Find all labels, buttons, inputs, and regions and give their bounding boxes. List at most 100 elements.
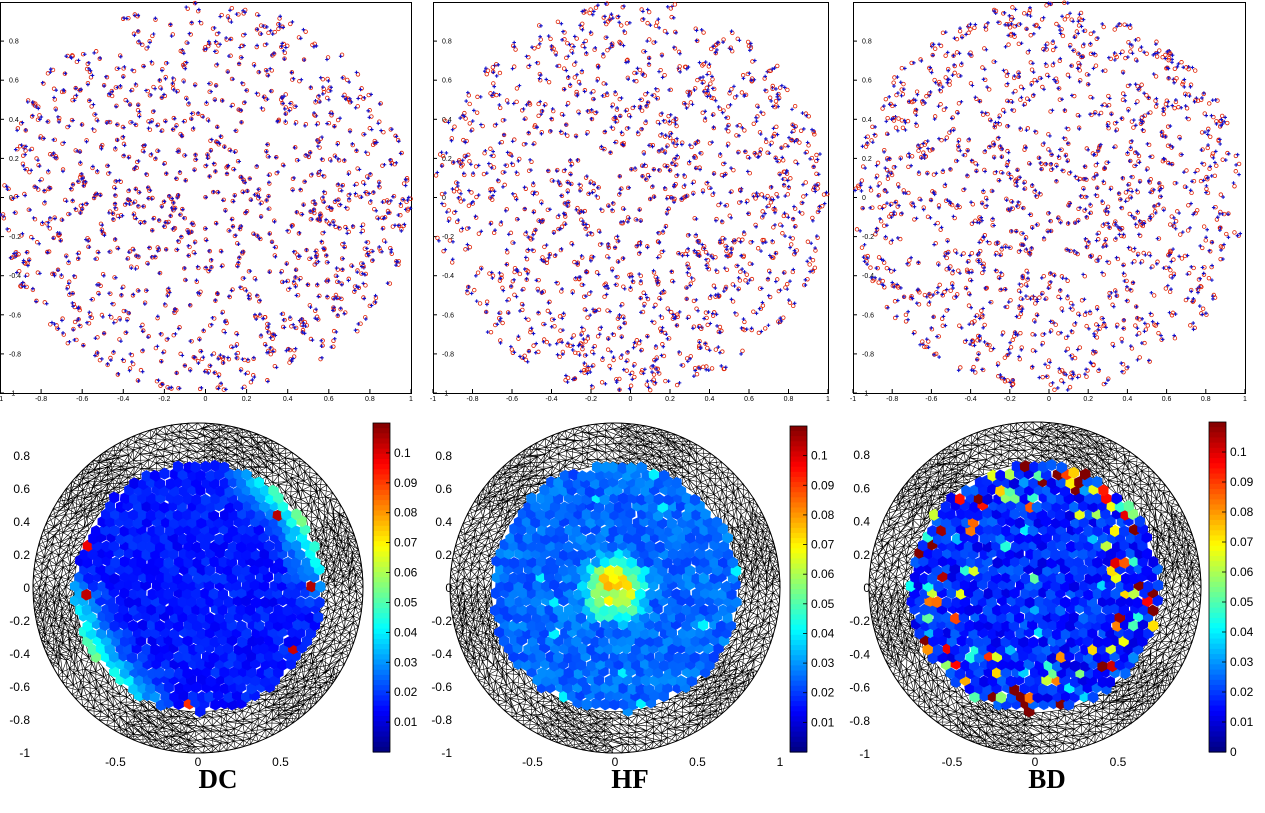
circle-marker [206, 268, 211, 274]
plus-marker [71, 118, 75, 123]
circle-marker [900, 125, 906, 131]
plus-marker [453, 209, 458, 214]
plus-marker [608, 309, 612, 314]
plus-marker [228, 229, 232, 233]
y-tick-label: -1 [862, 391, 868, 398]
circle-marker [335, 117, 341, 123]
circle-marker [329, 110, 334, 115]
plus-marker [325, 57, 329, 62]
circle-marker [316, 94, 321, 99]
plus-marker [188, 339, 193, 343]
plus-marker [244, 88, 248, 93]
circle-marker [798, 128, 804, 133]
circle-marker [212, 316, 217, 321]
plus-marker [377, 245, 382, 249]
plus-marker [157, 271, 162, 276]
plus-marker [106, 163, 111, 168]
x-tick-label: -0.2 [1004, 396, 1016, 403]
plus-marker [628, 372, 632, 377]
plus-marker [675, 173, 680, 177]
circle-marker [15, 126, 21, 131]
plus-marker [766, 323, 771, 328]
plus-marker [530, 45, 534, 49]
plus-marker [1005, 164, 1009, 169]
plus-marker [710, 140, 714, 144]
circle-marker [903, 312, 909, 318]
plus-marker [174, 90, 179, 94]
circle-marker [1207, 166, 1212, 171]
plus-marker [281, 25, 286, 30]
plus-marker [86, 239, 90, 243]
plus-marker [871, 140, 875, 145]
circle-marker [773, 98, 779, 104]
scatter-row: -1-0.8-0.6-0.4-0.200.20.40.60.81-1-0.8-0… [0, 0, 1247, 403]
plus-marker [660, 111, 664, 116]
plus-marker [116, 372, 121, 376]
circle-marker [713, 347, 719, 352]
plus-marker [362, 182, 367, 187]
plus-marker [240, 55, 244, 60]
plus-marker [288, 286, 292, 291]
plus-marker [1064, 349, 1068, 353]
plus-marker [80, 202, 85, 207]
plus-marker [23, 128, 28, 132]
circle-marker [575, 158, 581, 163]
plus-marker [739, 240, 743, 244]
plus-marker [304, 152, 308, 157]
plus-marker [117, 178, 122, 183]
plus-marker [93, 112, 98, 117]
plus-marker [194, 157, 199, 162]
plus-marker [376, 121, 381, 126]
plus-marker [92, 51, 96, 55]
circle-marker [708, 81, 713, 86]
plus-marker [783, 194, 788, 198]
plus-marker [950, 73, 955, 77]
plus-marker [201, 328, 206, 332]
plus-marker [993, 253, 998, 257]
plus-marker [5, 227, 10, 231]
plus-marker [690, 102, 695, 107]
plus-marker [980, 110, 984, 115]
plus-marker [366, 176, 370, 181]
plus-marker [733, 311, 737, 315]
plus-marker [501, 185, 505, 189]
y-tick-label: -0.6 [442, 312, 454, 319]
plus-marker [774, 279, 778, 284]
plus-marker [168, 213, 173, 218]
circle-marker [485, 68, 491, 73]
x-tick-label: -0.8 [35, 396, 47, 403]
plus-marker [896, 236, 900, 240]
circle-marker [218, 248, 224, 254]
plus-marker [972, 343, 977, 348]
x-tick-label: -0.6 [76, 396, 88, 403]
circle-marker [86, 237, 92, 243]
plus-marker [954, 251, 959, 255]
plus-marker [490, 276, 495, 280]
plus-marker [984, 47, 989, 52]
plus-marker [592, 351, 596, 356]
plus-marker [1060, 14, 1064, 19]
plus-marker [12, 210, 17, 215]
plus-marker [327, 97, 331, 102]
plus-marker [319, 338, 324, 343]
x-tick-label: -1 [0, 396, 3, 403]
plus-marker [162, 199, 167, 204]
circle-marker [1136, 331, 1142, 336]
plus-marker [347, 80, 351, 84]
y-tick-label: 0 [862, 195, 866, 202]
plus-marker [302, 58, 307, 62]
plus-marker [684, 106, 689, 110]
plus-marker [258, 202, 263, 206]
plus-marker [514, 170, 519, 175]
plus-marker [361, 281, 366, 286]
plus-marker [786, 144, 790, 149]
plus-marker [306, 154, 310, 158]
circle-marker [317, 293, 322, 299]
plus-marker [234, 356, 239, 360]
plus-marker [383, 240, 388, 244]
plus-marker [78, 160, 83, 165]
plus-marker [193, 83, 197, 88]
plus-marker [786, 298, 791, 302]
circle-marker [632, 374, 637, 380]
plus-marker [236, 242, 241, 246]
